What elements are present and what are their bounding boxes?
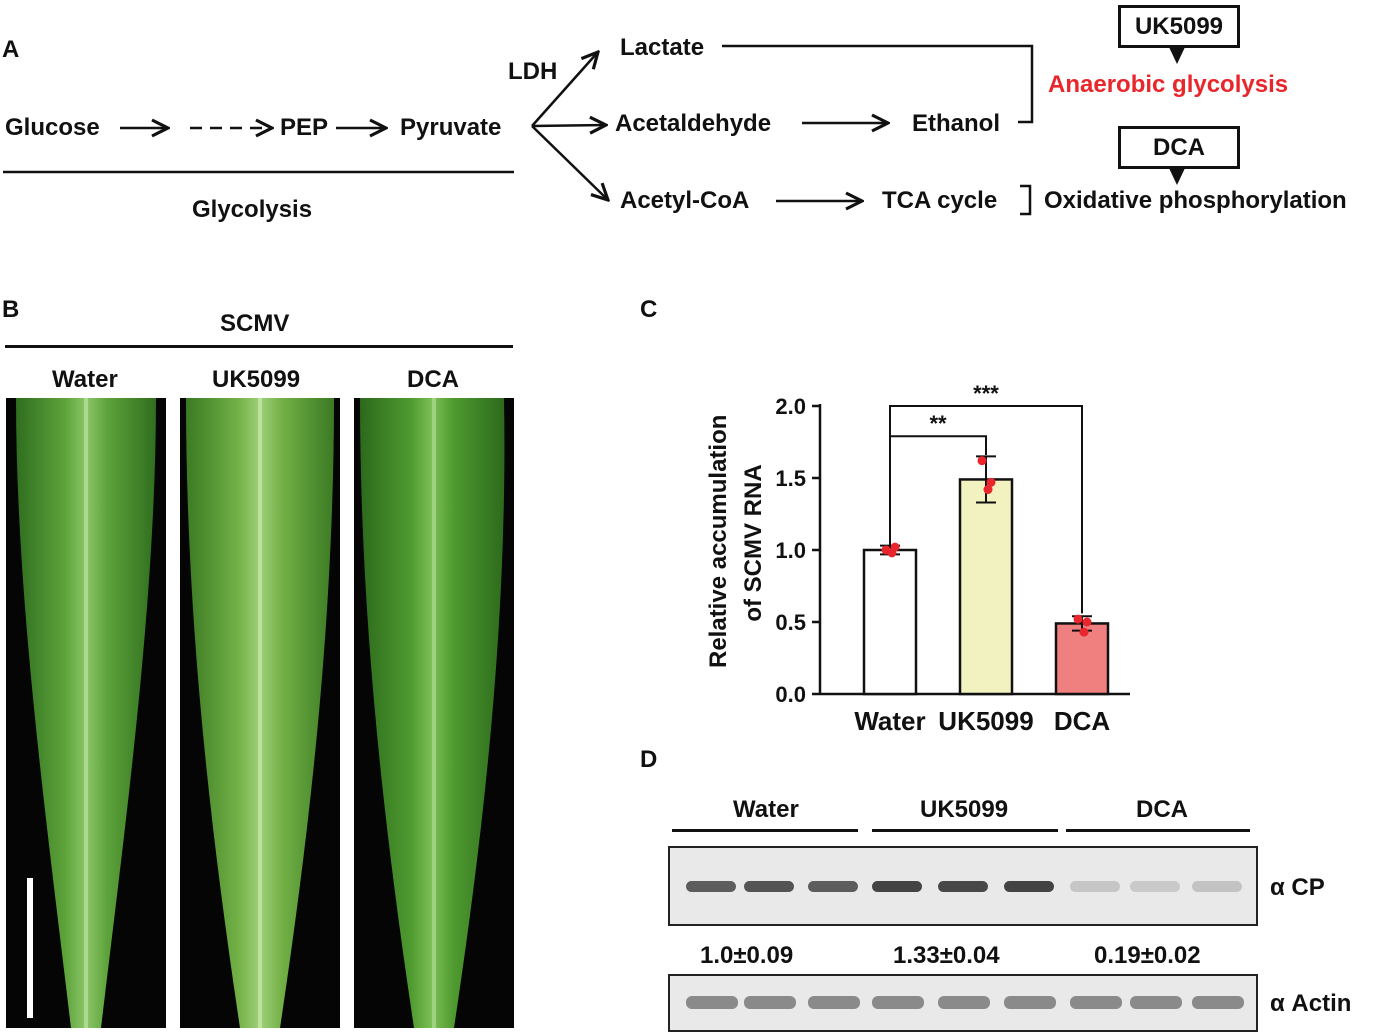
actin-band bbox=[1070, 996, 1122, 1009]
blot-group-line-dca bbox=[1066, 829, 1250, 832]
blot-group-uk5099: UK5099 bbox=[920, 796, 1009, 823]
glycolysis-label: Glycolysis bbox=[192, 196, 313, 223]
bar-uk5099 bbox=[958, 478, 1014, 696]
cp-blot bbox=[668, 846, 1258, 926]
glucose-label: Glucose bbox=[5, 114, 100, 141]
data-point bbox=[986, 477, 996, 487]
acetaldehyde-branch-arrow bbox=[531, 125, 606, 126]
cp-band bbox=[1192, 881, 1242, 892]
y-tick-label: 1.5 bbox=[775, 466, 806, 491]
actin-blot bbox=[668, 974, 1258, 1032]
leaf-image-uk5099 bbox=[186, 398, 334, 1028]
actin-band bbox=[1130, 996, 1182, 1009]
dca-inhibitor-label: DCA bbox=[1153, 133, 1205, 161]
cp-antibody-label: α CP bbox=[1270, 874, 1325, 901]
acetaldehyde-label: Acetaldehyde bbox=[615, 110, 772, 137]
panel-label-d: D bbox=[640, 746, 658, 773]
panel-label-c: C bbox=[640, 296, 658, 323]
ethanol-label: Ethanol bbox=[912, 110, 1000, 137]
leaf-image-water bbox=[16, 398, 156, 1028]
actin-band bbox=[686, 996, 738, 1009]
blot-group-water: Water bbox=[733, 796, 799, 823]
x-tick-label: DCA bbox=[1054, 706, 1111, 736]
cp-band bbox=[1070, 881, 1120, 892]
uk5099-inhibitor-box: UK5099 bbox=[1118, 5, 1240, 48]
actin-band bbox=[1192, 996, 1244, 1009]
pyruvate-label: Pyruvate bbox=[400, 114, 502, 141]
leaf-image-dca bbox=[360, 398, 505, 1028]
cp-band bbox=[1130, 881, 1180, 892]
quant-uk5099: 1.33±0.04 bbox=[893, 942, 1000, 969]
dca-inhibitor-box: DCA bbox=[1118, 126, 1240, 169]
x-tick-label: UK5099 bbox=[938, 706, 1033, 736]
fermentation-bracket bbox=[722, 44, 1034, 124]
y-tick-label: 0.0 bbox=[775, 682, 806, 707]
data-point bbox=[977, 456, 987, 466]
leaf-label-dca: DCA bbox=[407, 366, 459, 393]
x-tick-label: Water bbox=[854, 706, 925, 736]
actin-band bbox=[744, 996, 796, 1009]
scmv-underline bbox=[5, 345, 513, 348]
tca-cycle-label: TCA cycle bbox=[882, 187, 998, 214]
tca-bracket bbox=[1020, 184, 1032, 216]
cp-band bbox=[1004, 881, 1054, 892]
pathway-arrows bbox=[3, 44, 1186, 216]
cp-band bbox=[744, 881, 794, 892]
y-tick-label: 2.0 bbox=[775, 394, 806, 419]
blot-group-dca: DCA bbox=[1136, 796, 1188, 823]
cp-band bbox=[686, 881, 736, 892]
ldh-label: LDH bbox=[508, 58, 558, 85]
bar-water bbox=[862, 548, 918, 696]
actin-band bbox=[872, 996, 924, 1009]
anaerobic-glycolysis-label: Anaerobic glycolysis bbox=[1048, 71, 1289, 98]
significance-bracket bbox=[889, 405, 1083, 614]
data-point bbox=[983, 485, 993, 495]
cp-band bbox=[808, 881, 858, 892]
y-tick-label: 0.5 bbox=[775, 610, 806, 635]
cp-band bbox=[938, 881, 988, 892]
chart-y-axis-label-line1: Relative accumulation bbox=[705, 414, 732, 668]
y-tick-label: 1.0 bbox=[775, 538, 806, 563]
pep-label: PEP bbox=[280, 114, 329, 141]
acetyl-coa-branch-arrow bbox=[531, 125, 608, 200]
actin-antibody-label: α Actin bbox=[1270, 990, 1352, 1017]
quant-dca: 0.19±0.02 bbox=[1094, 942, 1201, 969]
panel-label-a: A bbox=[2, 36, 20, 63]
blot-group-line-uk5099 bbox=[872, 829, 1058, 832]
lactate-label: Lactate bbox=[620, 34, 705, 61]
blot-group-line-water bbox=[672, 829, 858, 832]
leaf-label-water: Water bbox=[52, 366, 118, 393]
actin-band bbox=[938, 996, 990, 1009]
dca-inhibit-arrow bbox=[1168, 166, 1186, 185]
actin-band bbox=[808, 996, 860, 1009]
data-point bbox=[1082, 617, 1092, 627]
leaf-photo-dca bbox=[354, 398, 514, 1028]
quant-water: 1.0±0.09 bbox=[700, 942, 794, 969]
scmv-label: SCMV bbox=[220, 310, 290, 337]
ldh-arrow bbox=[531, 52, 598, 127]
leaf-label-uk5099: UK5099 bbox=[212, 366, 301, 393]
leaf-photo-uk5099 bbox=[180, 398, 340, 1028]
data-point bbox=[1079, 627, 1089, 637]
significance-label: ** bbox=[929, 411, 947, 436]
significance-label: *** bbox=[973, 381, 999, 406]
leaf-photo-water bbox=[6, 398, 166, 1028]
oxidative-phosphorylation-label: Oxidative phosphorylation bbox=[1044, 187, 1347, 214]
data-point bbox=[1073, 614, 1083, 624]
acetyl-coa-label: Acetyl-CoA bbox=[620, 187, 750, 214]
uk5099-inhibitor-label: UK5099 bbox=[1134, 12, 1224, 40]
panel-label-b: B bbox=[2, 296, 20, 323]
cp-band bbox=[872, 881, 922, 892]
significance-bracket bbox=[889, 435, 987, 548]
data-point bbox=[890, 542, 900, 552]
uk5099-inhibit-arrow bbox=[1168, 45, 1186, 64]
actin-band bbox=[1004, 996, 1056, 1009]
